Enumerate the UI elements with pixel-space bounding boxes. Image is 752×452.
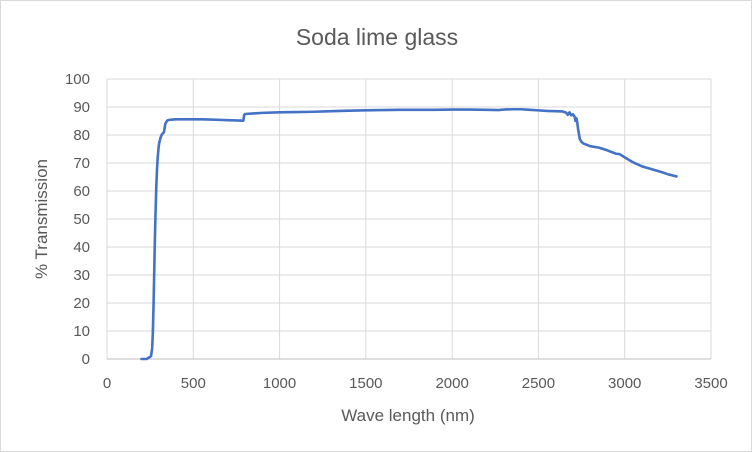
series-line-0	[140, 107, 678, 361]
x-tick-label-1500: 1500	[349, 375, 382, 392]
x-tick-label-1000: 1000	[263, 375, 296, 392]
y-tick-label-10: 10	[73, 323, 90, 340]
y-axis-label: % Transmission	[32, 159, 51, 279]
y-tick-label-40: 40	[73, 239, 90, 256]
y-tick-label-30: 30	[73, 267, 90, 284]
chart-title: Soda lime glass	[296, 24, 458, 50]
series-layer	[140, 107, 678, 361]
x-tick-label-3000: 3000	[608, 375, 641, 392]
y-tick-label-60: 60	[73, 183, 90, 200]
y-tick-label-90: 90	[73, 99, 90, 116]
y-tick-label-50: 50	[73, 211, 90, 228]
x-tick-label-500: 500	[181, 375, 206, 392]
grid-lines	[106, 78, 712, 360]
x-tick-label-2000: 2000	[435, 375, 468, 392]
x-tick-label-3500: 3500	[694, 375, 727, 392]
y-tick-label-20: 20	[73, 295, 90, 312]
y-tick-label-80: 80	[73, 127, 90, 144]
x-tick-label-0: 0	[103, 375, 111, 392]
y-tick-label-0: 0	[82, 351, 90, 368]
x-axis-label: Wave length (nm)	[341, 406, 475, 425]
y-tick-label-100: 100	[65, 71, 90, 88]
x-tick-label-2500: 2500	[522, 375, 555, 392]
y-tick-label-70: 70	[73, 155, 90, 172]
